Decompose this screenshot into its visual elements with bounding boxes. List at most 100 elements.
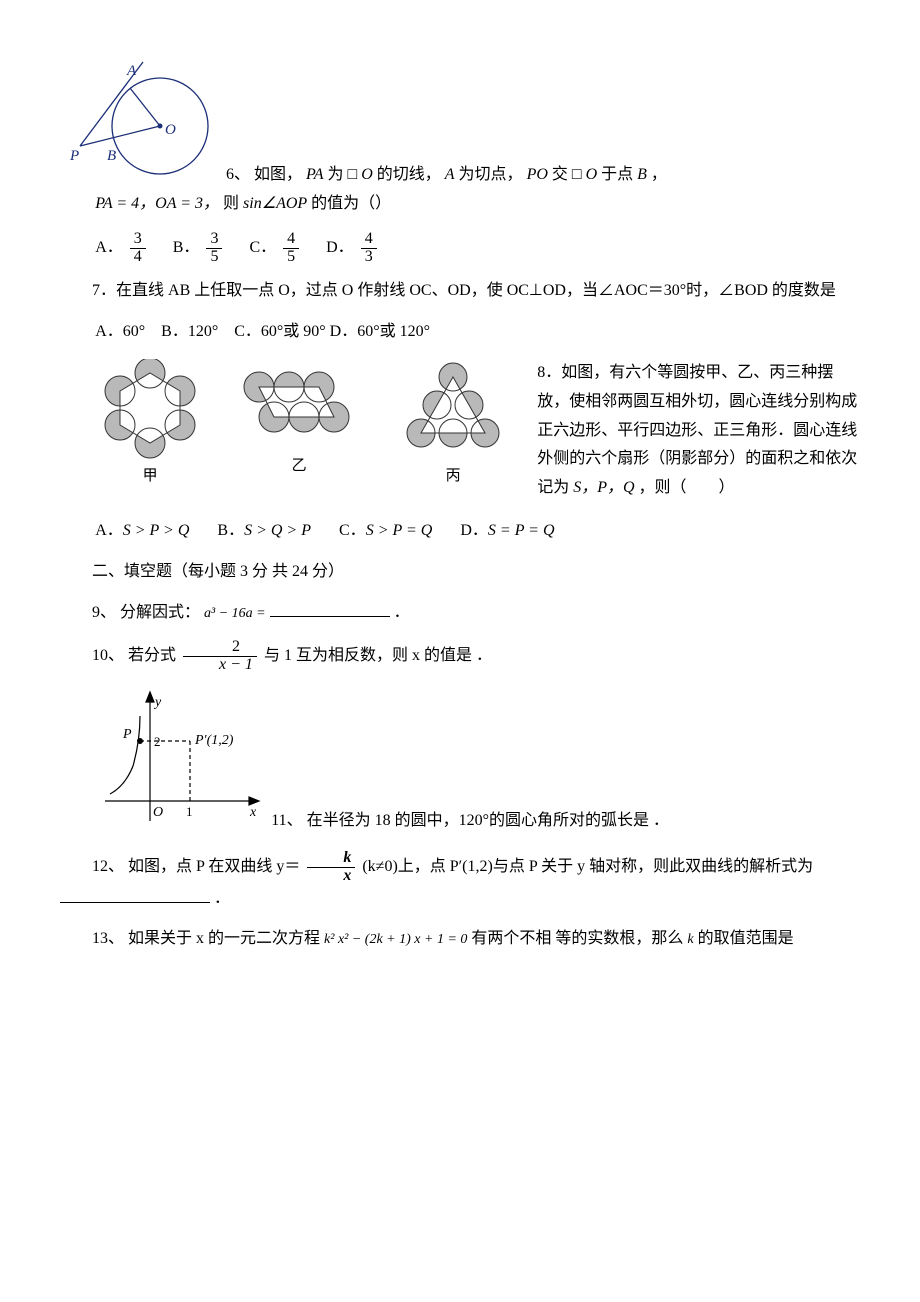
q13-num: 13、 [92,930,124,947]
q6-qd: 为切点， [459,166,523,183]
q12-fr-num: k [307,850,355,868]
q6-lead-inline: 6、 如图， PA 为 □ O 的切线， A 为切点， PO 交 □ O 于点 … [226,161,667,190]
q8-cap2: 乙 [229,453,369,480]
q6-cond: PA = 4，OA = 3， [95,195,219,212]
q6-jiao: 交 [552,166,568,183]
q9-period: ． [394,604,410,621]
q6-optB-label: B． [173,239,200,256]
q11-text-inline: 11、 在半径为 18 的圆中，120°的圆心角所对的弧长是 ． [271,807,669,836]
q13-k: k [687,932,693,947]
q8-num: 8． [537,364,561,381]
q6-yd: 于点 [601,166,633,183]
q8-optC-expr: S > P = Q [366,522,433,539]
q6-B: B [637,166,647,183]
q6-sin: sin∠AOP [243,195,307,212]
q6-ze: 则 [223,195,239,212]
q6-dwz: 的值为（） [311,195,391,212]
q8-cap1: 甲 [95,463,205,490]
q12: 12、 如图，点 P 在双曲线 y＝ kx (k≠0)上，点 P′(1,2)与点… [60,850,860,913]
q6-optA: A． 34 [95,231,149,266]
q6-optD-label: D． [326,239,354,256]
label-A: A [126,63,137,79]
q6-options: A． 34 B． 35 C． 45 D． 43 [60,231,860,266]
q9: 9、 分解因式： a³ − 16a = ． [60,599,860,628]
q13-mid: 有两个不相 等的实数根，那么 [471,930,683,947]
q6-optB-den: 5 [206,249,222,266]
q8-optB-label: B． [217,522,244,539]
q6-figure: A P B O [60,40,220,190]
q9-lead: 分解因式： [120,604,200,621]
lbl-P: P [122,727,132,742]
lbl-x: x [249,805,257,820]
q12-mid: (k≠0)上，点 P′(1,2)与点 P 关于 y 轴对称，则此双曲线的解析式为 [362,858,813,875]
q7-text: 7．在直线 AB 上任取一点 O，过点 O 作射线 OC、OD，使 OC⊥OD，… [60,277,860,306]
q8-optD: D．S = P = Q [460,517,554,546]
q8-lead-start: 8．如图，有六个等圆按甲、乙、丙三种摆放，使相邻两圆互相外切，圆心连线分别构成正… [537,359,860,517]
q6-optA-num: 3 [130,231,146,249]
q8-optB-expr: S > Q > P [244,522,311,539]
q8-SPQ: S，P，Q [573,479,634,496]
q10-num-fr: 2 [183,639,257,657]
q8-options: A．S > P > Q B．S > Q > P C．S > P = Q D．S … [60,517,860,546]
q6-optB-num: 3 [206,231,222,249]
label-B: B [107,148,116,164]
q6-comma: ， [651,166,667,183]
lbl-O: O [153,805,163,820]
q9-blank[interactable] [270,599,390,617]
q11-num: 11、 [271,812,302,829]
lbl-Pp: P′(1,2) [194,733,234,748]
q8-lead: 如图，有六个等圆按甲、乙、丙三种摆放，使相邻两圆互相外切，圆心连线分别构成正六边… [537,364,857,496]
q7-body: 在直线 AB 上任取一点 O，过点 O 作射线 OC、OD，使 OC⊥OD，当∠… [116,282,836,299]
q6-optD: D． 43 [326,231,380,266]
q10-den-fr: x − 1 [183,657,257,674]
q6-cond-line: PA = 4，OA = 3， 则 sin∠AOP 的值为（） [60,190,860,219]
q12-fr-den: x [307,868,355,885]
q8-optA-expr: S > P > Q [123,522,190,539]
label-P: P [69,148,79,164]
q8-fig-bing: 丙 [393,359,513,490]
q8-optC-label: C． [339,522,366,539]
lbl-2: 2 [154,734,161,749]
q11-text: 在半径为 18 的圆中，120°的圆心角所对的弧长是 ． [307,812,669,829]
lbl-y: y [153,695,162,710]
q8-optC: C．S > P = Q [339,517,432,546]
q6-A: A [445,166,455,183]
q6-PA: PA [306,166,323,183]
q10-lead: 若分式 [128,647,176,664]
q6-circO: □ O [348,166,373,183]
q8-optA-label: A． [95,522,123,539]
q6-figure-and-lead: A P B O 6、 如图， PA 为 □ O 的切线， A 为切点， PO 交… [60,40,860,190]
q6-optC-den: 5 [283,249,299,266]
q6-optC: C． 45 [249,231,302,266]
q6-PO: PO [527,166,548,183]
q8-optA: A．S > P > Q [95,517,189,546]
q11-block: y x O P 2 1 P′(1,2) 11、 在半径为 18 的圆中，120°… [60,686,860,836]
q8-figures: 甲 乙 [60,359,860,517]
q6-optB: B． 35 [173,231,226,266]
q8-fig-yi: 乙 [229,359,369,480]
q9-num: 9、 [92,604,116,621]
q12-period: ． [214,890,230,907]
q8-tail: ，则（ ） [639,479,735,496]
q6-optD-den: 3 [361,249,377,266]
q12-lead: 如图，点 P 在双曲线 y＝ [128,858,300,875]
lbl-1: 1 [186,804,193,819]
q12-num: 12、 [92,858,124,875]
q10: 10、 若分式 2x − 1 与 1 互为相反数，则 x 的值是 ． [60,639,860,674]
q9-expr: a³ − 16a = [204,606,266,621]
q13: 13、 如果关于 x 的一元二次方程 k² x² − (2k + 1) x + … [60,925,860,954]
q8-optD-label: D． [460,522,488,539]
q10-tail: 与 1 互为相反数，则 x 的值是 ． [264,647,492,664]
q6-wei: 为 [328,166,344,183]
q10-num: 10、 [92,647,124,664]
q12-blank[interactable] [60,885,210,903]
q11-figure: y x O P 2 1 P′(1,2) [95,686,265,836]
section2-heading: 二、填空题（每小题 3 分 共 24 分） [60,558,860,587]
q6-optC-num: 4 [283,231,299,249]
q6-circO2: □ O [572,166,597,183]
q13-tail: 的取值范围是 [698,930,794,947]
q6-optC-label: C． [249,239,276,256]
q8-optB: B．S > Q > P [217,517,311,546]
q8-cap3: 丙 [393,463,513,490]
q13-expr: k² x² − (2k + 1) x + 1 = 0 [324,932,467,947]
